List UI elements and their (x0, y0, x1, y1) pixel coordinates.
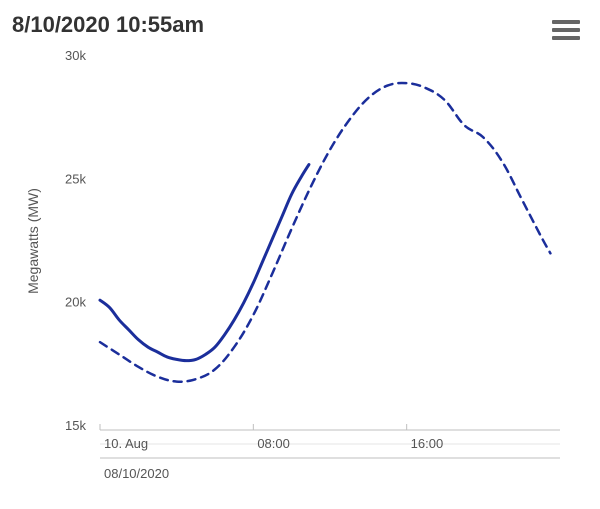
x-tick-label: 10. Aug (104, 436, 148, 451)
y-tick-label: 25k (65, 171, 86, 186)
line-chart: 15k 20k 25k 30k Megawatts (MW) 10. Aug 08:00 16… (0, 46, 600, 509)
chart-container: 15k 20k 25k 30k Megawatts (MW) 10. Aug 08:00 16… (0, 46, 600, 509)
y-tick-label: 20k (65, 295, 86, 310)
series-forecast (100, 83, 550, 382)
page-title: 8/10/2020 10:55am (12, 12, 204, 37)
x-tick-label: 08:00 (257, 436, 290, 451)
x-axis-subcaption: 08/10/2020 (104, 466, 169, 481)
y-tick-label: 15k (65, 418, 86, 433)
y-axis-label: Megawatts (MW) (25, 188, 41, 294)
x-tick-label: 16:00 (411, 436, 444, 451)
chart-menu-button[interactable] (552, 16, 580, 40)
chart-header: 8/10/2020 10:55am (12, 12, 588, 46)
y-tick-label: 30k (65, 48, 86, 63)
